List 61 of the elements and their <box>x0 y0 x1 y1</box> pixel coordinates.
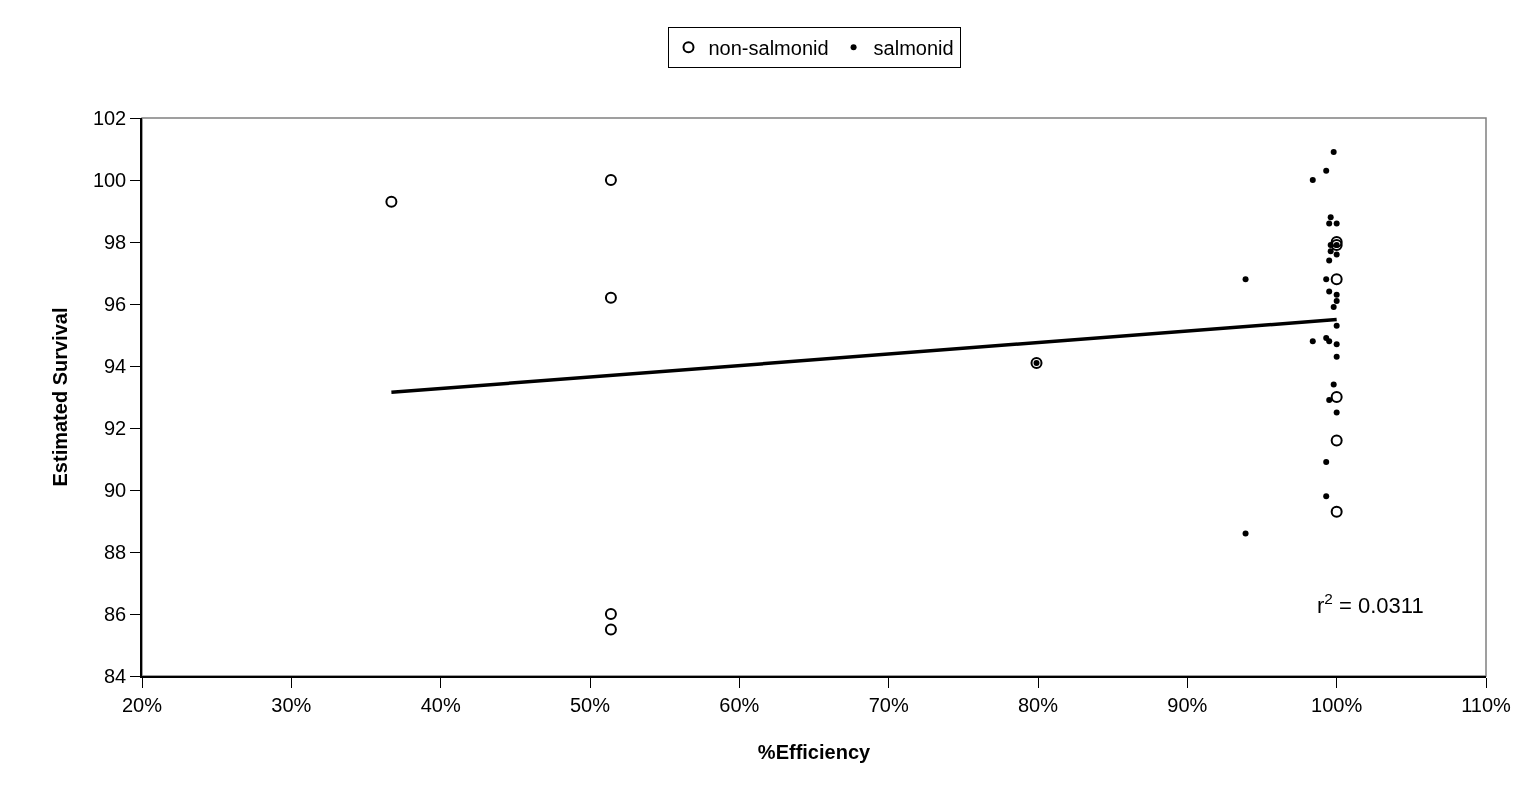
point <box>1333 220 1340 227</box>
point <box>1333 297 1340 304</box>
point <box>604 174 617 186</box>
point <box>1330 304 1337 311</box>
point <box>1330 381 1337 388</box>
y-tick-label: 98 <box>104 231 127 253</box>
point <box>604 608 617 620</box>
x-tick-label: 60% <box>719 693 760 716</box>
point <box>1330 236 1343 248</box>
point <box>1333 353 1340 360</box>
point <box>1333 291 1340 298</box>
point <box>1326 257 1333 264</box>
point <box>1330 273 1343 286</box>
x-tick-label: 50% <box>569 693 611 716</box>
point <box>1327 242 1334 249</box>
point <box>1326 288 1333 295</box>
x-tick-label: 70% <box>868 693 909 716</box>
x-tick-label: 110% <box>1461 693 1512 716</box>
legend-label: salmonid <box>873 37 954 60</box>
y-tick-label: 86 <box>104 603 127 625</box>
y-axis-title: Estimated Survival <box>48 307 71 487</box>
point <box>1327 248 1334 255</box>
x-tick-label: 30% <box>271 693 312 716</box>
x-axis-title: %Efficiency <box>757 740 872 763</box>
point <box>1333 409 1340 416</box>
point <box>1330 505 1343 518</box>
y-tick-label: 84 <box>104 665 127 687</box>
y-tick-label: 94 <box>104 355 127 377</box>
legend-label: non-salmonid <box>708 37 829 60</box>
y-tick-label: 96 <box>104 293 127 315</box>
point <box>1309 338 1316 345</box>
point <box>1333 341 1340 348</box>
x-tick-label: 40% <box>420 693 461 716</box>
point <box>1242 530 1249 537</box>
x-tick-label: 90% <box>1167 693 1208 716</box>
point <box>1327 214 1334 221</box>
point <box>604 291 617 304</box>
annotation: r$^{2}$ = 0.0311 <box>1317 590 1424 619</box>
y-tick-label: 102 <box>92 107 127 129</box>
point <box>1330 391 1343 403</box>
point <box>1323 167 1330 174</box>
point <box>1323 493 1330 500</box>
x-tick-label: 100% <box>1311 693 1363 716</box>
y-tick-label: 92 <box>104 417 127 439</box>
point <box>1333 322 1340 329</box>
point <box>1326 397 1333 404</box>
point <box>1309 177 1316 183</box>
x-tick-label: 20% <box>121 693 163 716</box>
point <box>1323 459 1330 466</box>
point <box>1333 251 1340 258</box>
x-tick-label: 80% <box>1017 693 1059 716</box>
point <box>1326 220 1333 227</box>
point <box>604 623 617 636</box>
point <box>1323 276 1330 283</box>
y-tick-label: 100 <box>92 169 127 191</box>
point <box>1242 276 1249 283</box>
point <box>385 195 398 208</box>
point <box>1330 149 1337 156</box>
point <box>1330 434 1343 447</box>
y-tick-label: 88 <box>104 541 127 563</box>
y-tick-label: 90 <box>104 479 127 501</box>
